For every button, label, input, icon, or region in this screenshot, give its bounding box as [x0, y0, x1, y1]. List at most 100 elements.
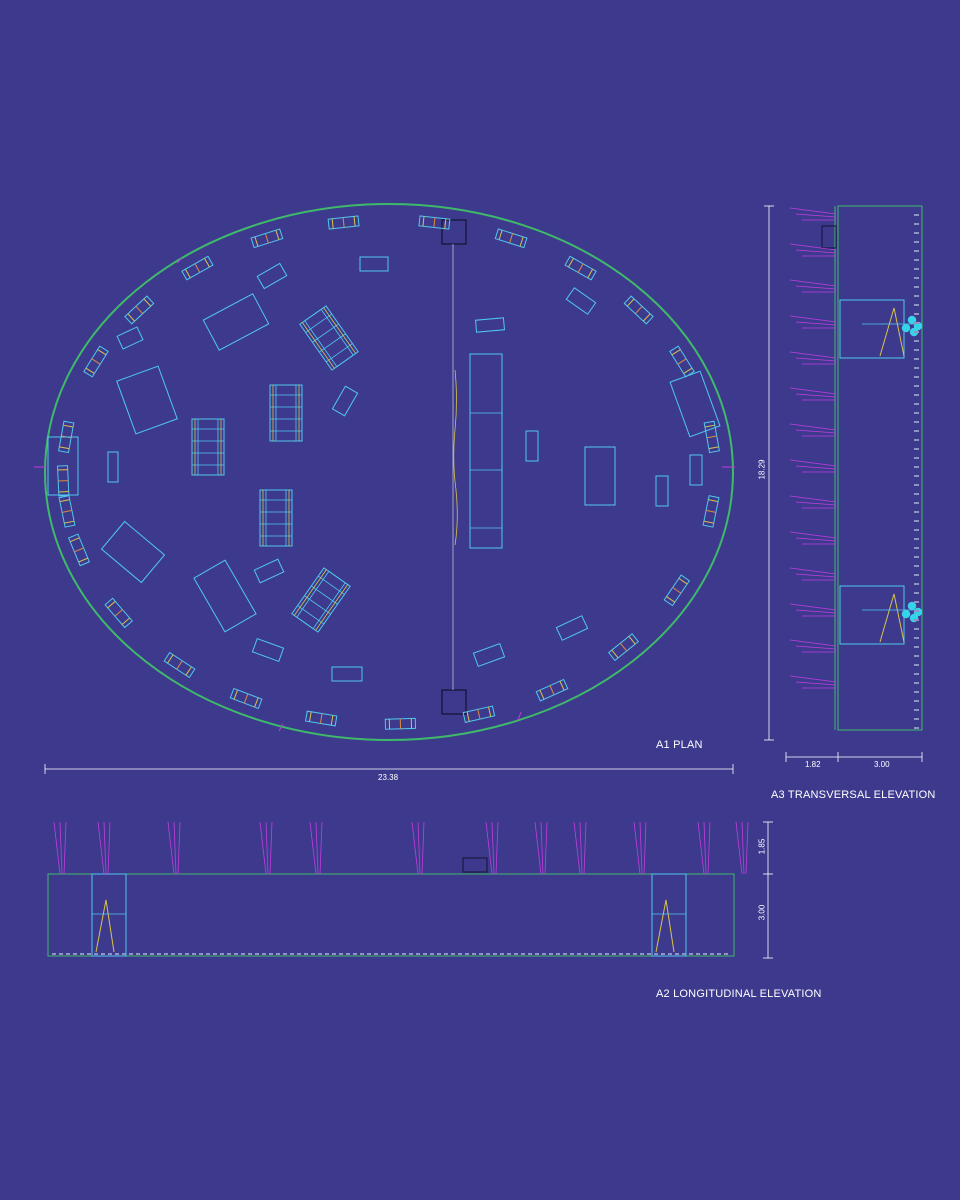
- edge-texture: [914, 655, 919, 657]
- perimeter-bench: [494, 228, 528, 249]
- bench-slat: [422, 216, 425, 227]
- set-bench-line: [323, 307, 357, 354]
- plant-stem: [789, 423, 837, 431]
- ground-texture: [395, 953, 399, 955]
- plant-stem: [789, 387, 837, 395]
- bench-slat: [703, 520, 714, 524]
- bench-slat: [233, 689, 239, 700]
- edge-texture: [914, 232, 919, 234]
- ground-texture: [507, 953, 511, 955]
- perimeter-bench: [418, 215, 451, 230]
- ground-texture: [325, 953, 329, 955]
- ground-texture: [367, 953, 371, 955]
- plant-stem: [59, 821, 63, 875]
- ground-texture: [682, 953, 686, 955]
- ground-texture: [500, 953, 504, 955]
- bench-slat: [626, 298, 635, 307]
- bench-slat: [706, 509, 716, 513]
- bench-slat: [671, 349, 681, 356]
- plant-stem: [795, 501, 837, 506]
- plant-symbol: [485, 821, 499, 875]
- plant-stem: [639, 821, 643, 875]
- bench-slat: [127, 313, 136, 322]
- bench-slat: [677, 358, 687, 365]
- bench-slat: [611, 649, 619, 659]
- edge-texture: [914, 574, 919, 576]
- edge-texture: [914, 412, 919, 414]
- plant-stem: [421, 821, 425, 875]
- bench-slat: [254, 697, 259, 708]
- edge-texture: [914, 466, 919, 468]
- table: [525, 430, 539, 462]
- bench-frame: [607, 633, 640, 662]
- ground-texture: [710, 953, 714, 955]
- bench-frame: [623, 295, 654, 325]
- plant-symbol: [97, 821, 111, 875]
- seating-frame: [91, 873, 127, 957]
- set-frame: [259, 489, 293, 547]
- bench-slat: [62, 509, 72, 513]
- plant-symbol: [789, 567, 837, 581]
- ground-texture: [171, 953, 175, 955]
- bench-slat: [91, 358, 101, 365]
- edge-texture: [914, 646, 919, 648]
- bench-slat: [64, 520, 75, 524]
- edge-texture: [914, 619, 919, 621]
- plant-symbol: [789, 315, 837, 329]
- plant-stem: [697, 821, 705, 875]
- ground-texture: [206, 953, 210, 955]
- perimeter-bench: [58, 495, 76, 528]
- ground-texture: [339, 953, 343, 955]
- ground-texture: [374, 953, 378, 955]
- ground-texture: [689, 953, 693, 955]
- ground-texture: [668, 953, 672, 955]
- table: [256, 262, 288, 290]
- bench-slat: [568, 258, 574, 268]
- ground-texture: [213, 953, 217, 955]
- ground-texture: [346, 953, 350, 955]
- perimeter-bench: [229, 687, 263, 710]
- edge-texture: [914, 250, 919, 252]
- plant-stem: [417, 821, 421, 875]
- plant-symbol: [735, 821, 749, 875]
- plant-symbol: [573, 821, 587, 875]
- set-slat: [325, 343, 353, 363]
- perimeter-bench: [327, 215, 360, 230]
- plant-stem: [789, 243, 837, 251]
- ground-texture: [220, 953, 224, 955]
- ground-texture: [185, 953, 189, 955]
- plant-stem: [177, 821, 181, 875]
- edge-texture: [914, 547, 919, 549]
- plant-stem: [789, 531, 837, 539]
- edge-texture: [914, 709, 919, 711]
- plan-depth-dimension: 18.29: [757, 459, 767, 480]
- table: [202, 293, 270, 351]
- plant-stem: [795, 645, 837, 650]
- edge-texture: [914, 628, 919, 630]
- edge-texture: [914, 322, 919, 324]
- plant-symbol: [789, 351, 837, 365]
- ground-texture: [311, 953, 315, 955]
- bench-slat: [509, 233, 514, 244]
- plant-stem: [795, 573, 837, 578]
- table: [655, 475, 669, 507]
- ground-texture: [332, 953, 336, 955]
- plant-stem: [583, 821, 587, 875]
- edge-texture: [914, 421, 919, 423]
- ground-texture: [255, 953, 259, 955]
- ground-texture: [150, 953, 154, 955]
- ground-texture: [353, 953, 357, 955]
- edge-texture: [914, 286, 919, 288]
- transversal-dim-right: 3.00: [874, 760, 890, 769]
- bench-slat: [59, 446, 70, 450]
- ground-texture: [514, 953, 518, 955]
- plant-stem: [795, 681, 837, 686]
- perimeter-bench: [462, 705, 496, 723]
- edge-texture: [914, 349, 919, 351]
- perimeter-bench: [607, 633, 640, 662]
- longitudinal-dim-bottom: 3.00: [757, 904, 767, 921]
- ground-texture: [269, 953, 273, 955]
- set-slat: [312, 323, 339, 343]
- edge-texture: [914, 502, 919, 504]
- ground-texture: [619, 953, 623, 955]
